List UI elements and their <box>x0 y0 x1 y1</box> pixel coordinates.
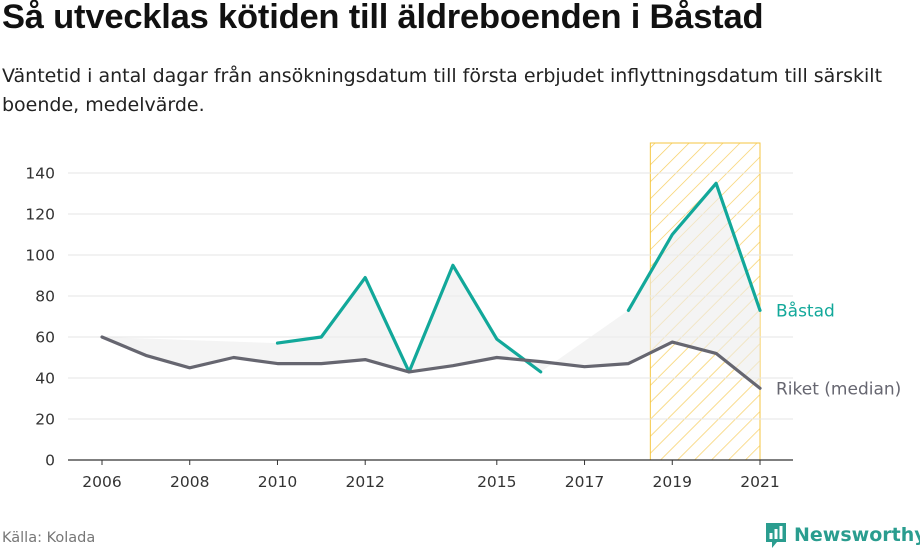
x-tick-label: 2019 <box>653 473 692 491</box>
y-tick-label: 100 <box>25 247 55 265</box>
band-area <box>102 337 278 368</box>
x-tick-label: 2021 <box>740 473 779 491</box>
x-tick-label: 2008 <box>170 473 209 491</box>
x-tick-label: 2012 <box>345 473 384 491</box>
x-tick-label: 2015 <box>477 473 516 491</box>
band-area <box>540 310 629 372</box>
newsworthy-logo-icon <box>766 523 786 548</box>
series-label: Riket (median) <box>776 379 901 399</box>
brand-name: Newsworthy <box>794 524 920 546</box>
band-area <box>628 183 760 389</box>
chart-title: Så utvecklas kötiden till äldreboenden i… <box>2 0 764 36</box>
brand-logo: Newsworthy <box>764 520 920 550</box>
y-tick-label: 40 <box>35 370 55 388</box>
x-tick-label: 2010 <box>258 473 297 491</box>
source-note: Källa: Kolada <box>2 530 96 546</box>
y-tick-label: 140 <box>25 165 55 183</box>
y-tick-label: 120 <box>25 206 55 224</box>
series-line-1 <box>100 335 762 390</box>
x-tick-label: 2006 <box>82 473 121 491</box>
chart-subtitle: Väntetid i antal dagar från ansökningsda… <box>2 65 883 116</box>
band-area <box>277 265 541 372</box>
series-label: Båstad <box>776 300 835 321</box>
y-tick-label: 20 <box>35 411 55 429</box>
x-tick-label: 2017 <box>565 473 604 491</box>
y-tick-label: 60 <box>35 329 55 347</box>
y-tick-label: 0 <box>45 452 55 470</box>
y-tick-label: 80 <box>35 288 55 306</box>
